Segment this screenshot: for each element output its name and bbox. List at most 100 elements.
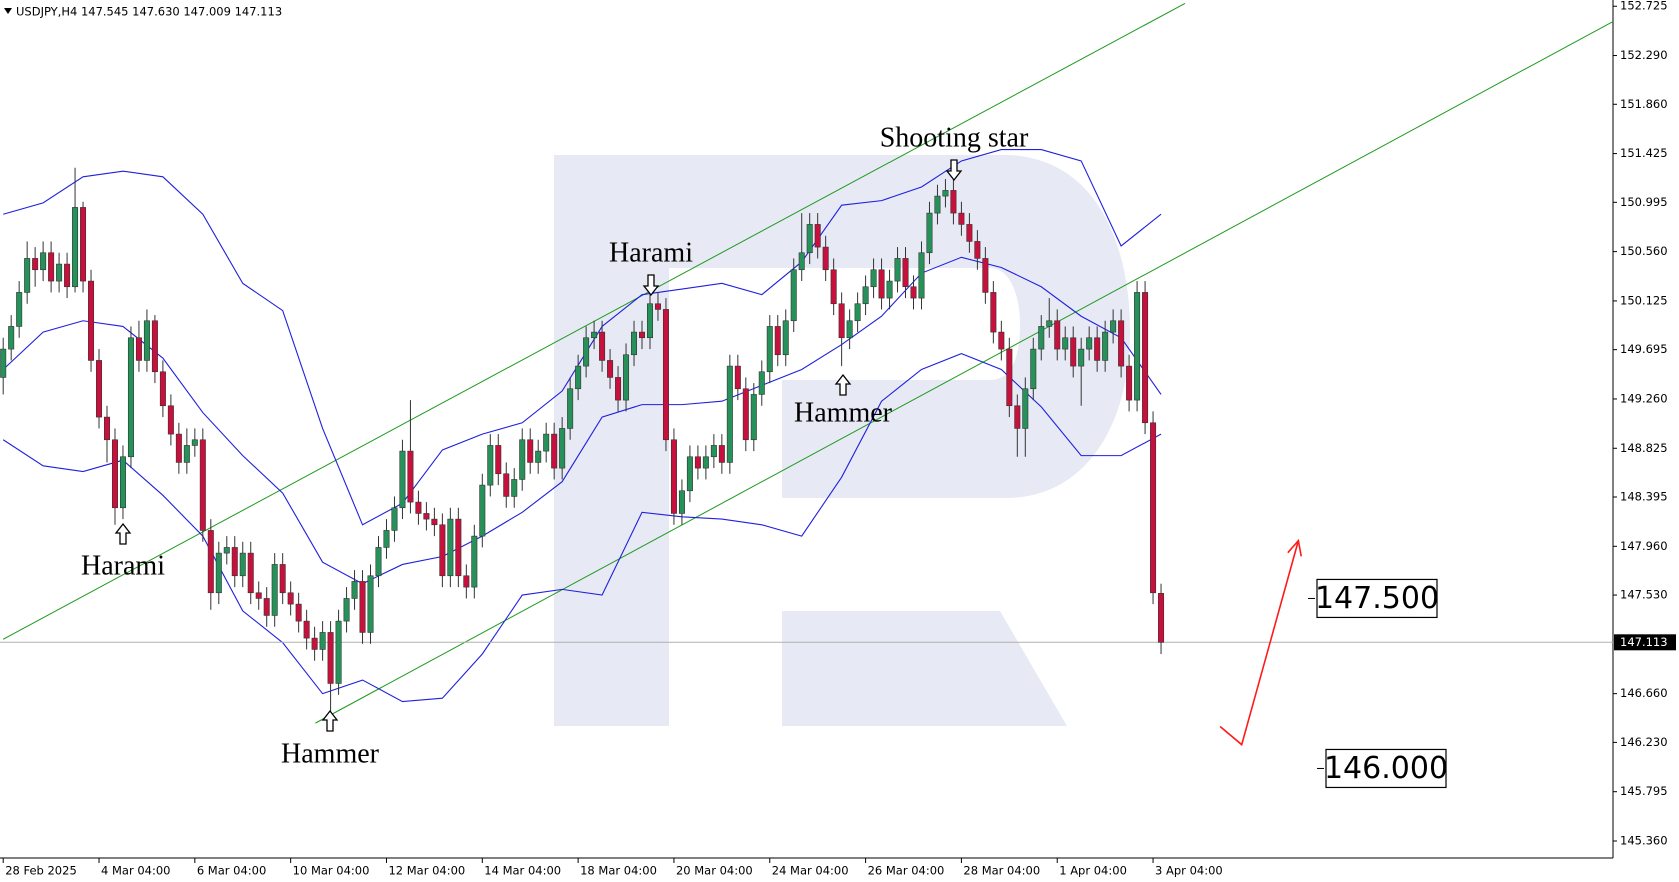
candle-body (207, 530, 214, 594)
candle-body (710, 445, 717, 458)
candle-body (295, 603, 302, 622)
candle-body (1102, 331, 1109, 361)
candle-body (599, 331, 606, 361)
candle-body (575, 365, 582, 390)
candle-body (758, 371, 765, 395)
y-tick-label: 145.795 (1620, 784, 1668, 798)
candle-body (479, 484, 486, 537)
candle-body (766, 326, 773, 373)
candle-body (942, 190, 949, 197)
x-tick-label: 3 Apr 04:00 (1155, 864, 1223, 878)
candle-body (271, 564, 278, 616)
y-tick-label: 147.960 (1620, 539, 1668, 553)
candle-body (662, 309, 669, 441)
candle-body (1126, 365, 1133, 401)
candle-body (303, 620, 310, 639)
candle-body (1150, 422, 1157, 594)
candle-body (678, 490, 685, 514)
candle-body (80, 207, 87, 282)
candle-body (1070, 337, 1077, 367)
candle-body (8, 326, 15, 350)
candle-body (175, 433, 182, 463)
candle-body (88, 280, 95, 361)
candle-body (1142, 292, 1149, 424)
candle-body (335, 620, 342, 684)
candle-body (191, 439, 198, 446)
candle-body (127, 337, 134, 458)
candle-body (447, 518, 454, 577)
candle-body (255, 592, 262, 599)
candle-body (886, 280, 893, 299)
candle-body (543, 433, 550, 452)
y-tick-label: 149.695 (1620, 342, 1668, 356)
candle-body (1110, 320, 1117, 333)
candle-body (862, 286, 869, 305)
candle-body (519, 439, 526, 480)
x-tick-label: 6 Mar 04:00 (197, 864, 266, 878)
candle-body (782, 320, 789, 356)
candle-body (1038, 326, 1045, 350)
candle-body (239, 552, 246, 577)
x-tick-label: 24 Mar 04:00 (772, 864, 849, 878)
candle-body (343, 598, 350, 622)
candle-body (583, 337, 590, 367)
x-tick-label: 12 Mar 04:00 (388, 864, 465, 878)
candle-body (774, 326, 781, 356)
candle-body (1062, 337, 1069, 350)
candle-body (878, 269, 885, 299)
candle-body (567, 388, 574, 429)
candle-body (375, 547, 382, 577)
candle-body (423, 513, 430, 520)
candle-body (167, 405, 174, 435)
candle-body (870, 269, 877, 288)
candle-body (223, 547, 230, 554)
candle-body (950, 190, 957, 214)
candle-body (559, 428, 566, 469)
candle-body (183, 445, 190, 463)
candle-body (734, 365, 741, 390)
candle-body (151, 320, 158, 373)
candle-body (143, 320, 150, 361)
candle-body (231, 547, 238, 577)
candle-body (367, 575, 374, 633)
candle-body (822, 246, 829, 271)
candle-body (966, 224, 973, 242)
y-tick-label: 145.360 (1620, 833, 1668, 847)
band-lower (2, 353, 1162, 703)
current-price-label: 147.113 (1620, 635, 1668, 649)
candle-body (1014, 405, 1021, 429)
y-tick-label: 150.560 (1620, 244, 1668, 258)
y-tick-label: 146.230 (1620, 735, 1668, 749)
candle-body (247, 552, 254, 594)
candle-body (726, 365, 733, 463)
current-price-tag (1614, 634, 1676, 651)
y-tick-label: 151.860 (1620, 97, 1668, 111)
candle-body (215, 552, 222, 594)
y-tick-label: 150.125 (1620, 293, 1668, 307)
candle-body (854, 303, 861, 322)
y-tick-label: 152.725 (1620, 0, 1668, 13)
candle-body (48, 252, 55, 282)
candle-body (615, 377, 622, 401)
pattern-label: Shooting star (880, 122, 1029, 153)
candle-body (104, 416, 111, 441)
x-tick-label: 1 Apr 04:00 (1059, 864, 1127, 878)
candle-body (1134, 292, 1141, 401)
candle-body (1158, 593, 1165, 643)
candle-body (639, 331, 646, 339)
candle-body (750, 394, 757, 441)
candle-body (806, 224, 813, 254)
candle-body (159, 371, 166, 407)
candle-body (527, 439, 534, 463)
candle-body (926, 212, 933, 254)
trend-line (315, 21, 1614, 724)
candle-body (415, 501, 422, 514)
candle-body (431, 518, 438, 526)
pattern-arrow (945, 159, 963, 182)
candle-body (686, 456, 693, 492)
candle-body (327, 632, 334, 684)
candle-body (351, 581, 358, 599)
candle-body (918, 252, 925, 299)
candle-body (111, 439, 118, 509)
